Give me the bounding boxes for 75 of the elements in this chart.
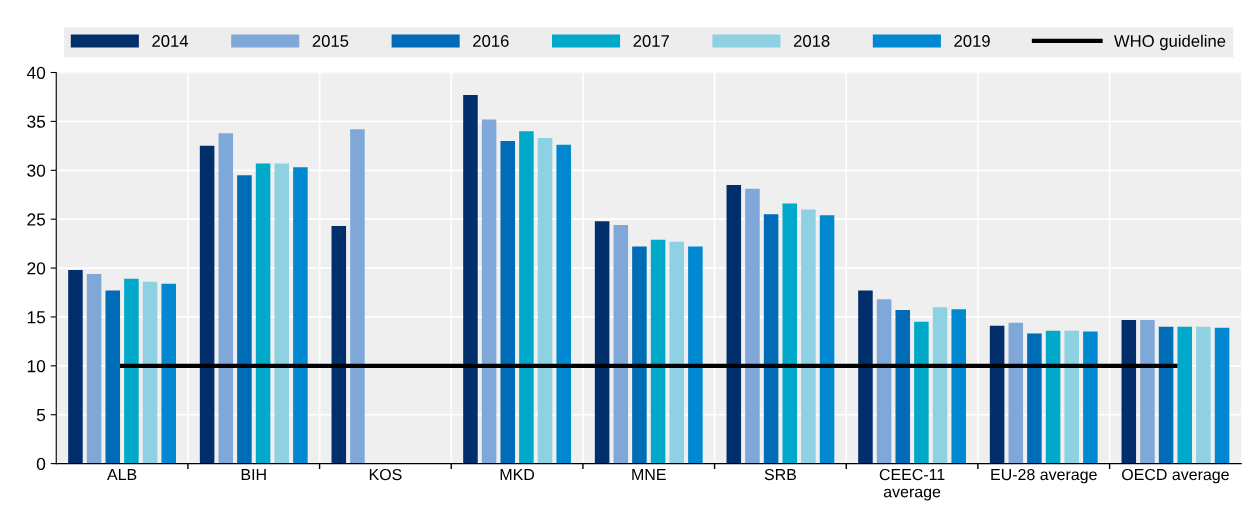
bar: [745, 188, 760, 464]
bar: [763, 214, 779, 464]
bar: [199, 145, 215, 464]
bar: [105, 290, 121, 464]
x-tick-label: KOS: [369, 468, 402, 481]
bar: [819, 215, 835, 464]
bar: [237, 175, 252, 464]
legend-label: 2017: [633, 35, 669, 47]
legend-label: 2019: [954, 35, 990, 47]
bar: [726, 184, 742, 464]
bar: [537, 138, 553, 464]
bar: [161, 283, 176, 464]
bar: [876, 299, 892, 464]
y-tick-label: 25: [27, 213, 46, 226]
bar: [895, 310, 911, 464]
bar: [556, 144, 571, 464]
bar: [650, 239, 666, 464]
bar: [255, 163, 271, 464]
x-tick-label: SRB: [764, 468, 796, 481]
bar: [463, 95, 478, 464]
bar: [989, 325, 1005, 464]
bar: [1214, 327, 1230, 464]
y-tick-label: 20: [27, 262, 46, 275]
x-tick-label: MKD: [500, 469, 535, 481]
legend-label: 2016: [473, 35, 509, 47]
bar: [669, 241, 684, 464]
legend-label: 2018: [793, 35, 830, 47]
bar: [1027, 333, 1042, 464]
bar: [1064, 330, 1079, 464]
bar: [331, 226, 347, 464]
x-tick-label: OECD average: [1122, 468, 1229, 484]
bar: [1158, 326, 1174, 464]
bar: [688, 246, 703, 464]
bar: [1045, 330, 1061, 464]
x-tick-label: EU-28 average: [991, 468, 1097, 484]
bar: [500, 140, 516, 464]
y-tick-label: 15: [27, 311, 46, 324]
bar: [519, 131, 534, 464]
bar: [68, 270, 83, 464]
y-tick-label: 35: [27, 115, 46, 128]
bar: [801, 209, 816, 464]
bar: [86, 273, 102, 464]
bar: [914, 321, 929, 464]
bar: [782, 203, 798, 464]
bar: [1196, 326, 1211, 464]
bar: [124, 278, 139, 464]
y-tick-label: 30: [27, 164, 46, 177]
x-tick-label: BIH: [241, 469, 266, 481]
bar: [1008, 322, 1024, 464]
bar: [858, 290, 873, 464]
bar: [274, 163, 289, 464]
bar: [481, 119, 497, 464]
bar: [1083, 331, 1098, 464]
y-tick-label: 0: [36, 457, 46, 471]
bar: [350, 129, 365, 464]
legend-label: WHO guideline: [1114, 34, 1226, 51]
bar: [142, 281, 158, 464]
bar: [932, 307, 948, 464]
bar: [951, 309, 966, 464]
bar: [1140, 319, 1155, 464]
bar: [1177, 326, 1193, 464]
legend-label: 2015: [312, 35, 349, 47]
bar: [613, 225, 629, 464]
bar: [218, 133, 234, 464]
legend-label: 2014: [152, 35, 189, 47]
y-tick-label: 5: [36, 409, 46, 422]
y-tick-label: 40: [26, 66, 46, 79]
bar: [632, 246, 647, 464]
bar: [1121, 319, 1137, 464]
x-tick-label: ALB: [107, 469, 137, 481]
x-tick-label: MNE: [632, 469, 666, 481]
x-tick-label: CEEC-11 average: [879, 468, 945, 501]
y-tick-label: 10: [27, 360, 46, 373]
bar: [293, 167, 308, 464]
bar: [594, 221, 610, 464]
